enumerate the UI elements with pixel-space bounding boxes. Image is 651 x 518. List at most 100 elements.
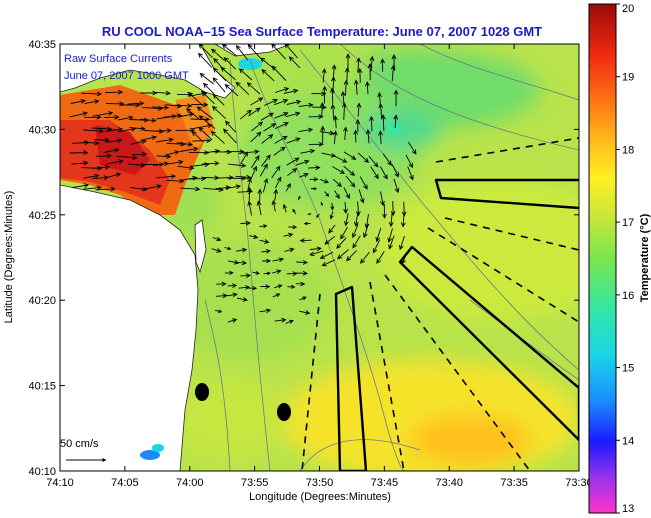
current-vector bbox=[83, 140, 100, 146]
current-vector bbox=[355, 201, 361, 217]
current-vector bbox=[359, 176, 368, 190]
current-vector bbox=[127, 100, 145, 106]
y-tick-label: 40:30 bbox=[28, 124, 56, 136]
current-vector bbox=[250, 97, 264, 106]
current-vector bbox=[288, 225, 298, 230]
current-vector bbox=[187, 176, 207, 182]
current-vector bbox=[259, 308, 272, 314]
current-vector bbox=[69, 150, 89, 156]
current-vector bbox=[274, 317, 287, 323]
current-vector bbox=[227, 163, 247, 168]
current-vector bbox=[355, 118, 361, 133]
current-vector bbox=[251, 121, 263, 132]
current-vector bbox=[261, 154, 271, 167]
current-vector bbox=[238, 68, 253, 81]
current-vector bbox=[330, 103, 336, 121]
current-vector bbox=[286, 271, 298, 276]
current-vector bbox=[372, 239, 381, 254]
current-vector bbox=[319, 178, 330, 184]
current-vector bbox=[263, 123, 277, 132]
current-vector bbox=[399, 235, 405, 251]
current-vector bbox=[288, 56, 301, 69]
current-vector bbox=[180, 186, 201, 192]
current-vector bbox=[329, 87, 335, 104]
current-vector bbox=[285, 183, 291, 192]
current-vector bbox=[239, 109, 252, 120]
figure-title: RU COOL NOAA–15 Sea Surface Temperature:… bbox=[102, 24, 542, 39]
current-vector bbox=[356, 57, 362, 73]
current-vector bbox=[274, 87, 290, 93]
current-vector bbox=[337, 249, 349, 260]
current-vector bbox=[382, 153, 392, 166]
current-vector bbox=[246, 82, 261, 95]
current-vector bbox=[393, 114, 399, 129]
current-vector bbox=[259, 224, 268, 229]
current-vector bbox=[196, 106, 214, 120]
colorbar-tick-label: 20 bbox=[622, 3, 634, 15]
current-vector bbox=[198, 126, 213, 141]
current-vector bbox=[223, 128, 237, 144]
current-vector bbox=[353, 79, 359, 95]
current-vector bbox=[274, 112, 289, 119]
current-vector bbox=[69, 111, 88, 118]
current-vector bbox=[286, 137, 301, 144]
current-vector bbox=[256, 200, 262, 216]
current-vector bbox=[388, 212, 394, 228]
x-tick-label: 73:55 bbox=[241, 477, 269, 489]
current-vector bbox=[117, 115, 134, 121]
current-vector bbox=[240, 151, 249, 165]
current-vector bbox=[283, 88, 299, 94]
current-vector bbox=[236, 260, 247, 266]
current-vector bbox=[272, 293, 281, 298]
current-vector bbox=[308, 141, 324, 147]
current-vector bbox=[272, 257, 285, 263]
current-vector bbox=[83, 128, 104, 134]
current-vector bbox=[214, 309, 223, 314]
current-vector bbox=[343, 79, 349, 96]
current-vector bbox=[391, 163, 399, 178]
current-vector bbox=[380, 191, 385, 207]
current-vector bbox=[190, 162, 210, 168]
current-vector bbox=[329, 211, 334, 220]
current-vector bbox=[282, 203, 287, 213]
current-vector bbox=[320, 125, 326, 144]
current-vector bbox=[308, 114, 324, 120]
current-vector bbox=[264, 99, 278, 106]
current-vector bbox=[344, 67, 350, 81]
current-vector bbox=[271, 269, 282, 274]
channel-southeast bbox=[398, 245, 579, 442]
current-vector bbox=[376, 250, 385, 264]
current-vector bbox=[191, 102, 209, 108]
legend-line-2: June 07, 2007 1000 GMT bbox=[64, 70, 189, 82]
current-vector bbox=[319, 101, 325, 117]
current-vector bbox=[236, 297, 248, 302]
current-vector bbox=[247, 177, 252, 193]
current-vector bbox=[155, 128, 172, 133]
x-axis-label: Longitude (Degrees:Minutes) bbox=[249, 491, 391, 503]
current-vector bbox=[273, 188, 279, 201]
x-tick-label: 74:00 bbox=[176, 477, 204, 489]
current-vector bbox=[71, 160, 89, 166]
current-vector bbox=[175, 127, 196, 133]
current-vector bbox=[104, 89, 124, 95]
current-vector bbox=[292, 208, 297, 215]
current-vector bbox=[360, 251, 370, 264]
current-vector bbox=[152, 105, 170, 110]
current-vector bbox=[287, 284, 296, 289]
current-vector bbox=[247, 200, 253, 216]
current-vector bbox=[274, 99, 289, 106]
current-vector bbox=[103, 114, 120, 120]
colorbar-tick-label: 15 bbox=[622, 363, 634, 375]
current-vector bbox=[332, 178, 342, 188]
current-vector bbox=[345, 250, 357, 262]
current-vector bbox=[309, 246, 323, 252]
current-vector bbox=[263, 271, 271, 276]
current-vector bbox=[139, 90, 158, 96]
current-vector bbox=[250, 131, 262, 143]
current-vector bbox=[309, 177, 319, 182]
current-vector bbox=[104, 172, 122, 179]
current-vector bbox=[84, 99, 100, 105]
current-vector bbox=[365, 128, 371, 144]
current-vector bbox=[274, 284, 283, 289]
